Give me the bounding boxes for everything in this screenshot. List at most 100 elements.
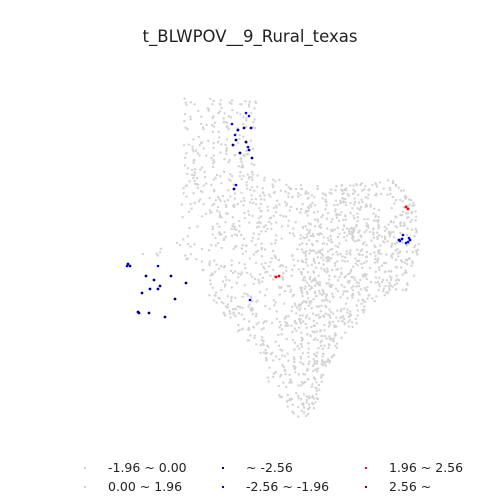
neutral-point bbox=[368, 188, 371, 191]
neutral-point bbox=[293, 358, 296, 361]
neutral-point bbox=[278, 326, 281, 329]
neutral-point bbox=[211, 130, 214, 133]
neutral-point bbox=[205, 154, 208, 157]
neutral-point bbox=[242, 237, 246, 240]
neutral-point bbox=[320, 215, 323, 219]
neutral-point bbox=[186, 235, 189, 238]
neutral-point bbox=[279, 373, 283, 377]
neutral-point bbox=[231, 109, 234, 112]
neutral-point bbox=[322, 192, 325, 195]
neutral-point bbox=[283, 289, 287, 293]
neutral-point bbox=[311, 330, 314, 333]
neutral-point bbox=[343, 321, 347, 325]
neutral-point bbox=[386, 193, 389, 197]
neutral-point bbox=[350, 268, 353, 271]
neutral-point bbox=[340, 211, 343, 214]
neutral-point bbox=[299, 286, 302, 289]
cold-point bbox=[244, 111, 248, 115]
neutral-point bbox=[315, 392, 318, 396]
neutral-point bbox=[379, 244, 382, 247]
hot-spot-point bbox=[404, 205, 408, 209]
neutral-point bbox=[189, 118, 192, 121]
neutral-point bbox=[223, 200, 226, 203]
neutral-point bbox=[305, 235, 309, 239]
neutral-point bbox=[252, 326, 255, 329]
neutral-point bbox=[312, 297, 315, 301]
neutral-point bbox=[312, 407, 316, 410]
neutral-point bbox=[377, 288, 380, 292]
neutral-point bbox=[329, 338, 332, 341]
neutral-point bbox=[244, 244, 248, 247]
neutral-point bbox=[307, 210, 310, 213]
neutral-point bbox=[237, 230, 241, 233]
neutral-point bbox=[348, 272, 351, 275]
neutral-point bbox=[155, 252, 158, 255]
neutral-point bbox=[200, 122, 203, 126]
neutral-point bbox=[329, 234, 332, 238]
neutral-point bbox=[355, 183, 358, 186]
neutral-point bbox=[246, 173, 249, 176]
neutral-point bbox=[287, 224, 290, 227]
neutral-point bbox=[231, 308, 235, 311]
neutral-point bbox=[236, 141, 240, 144]
neutral-point bbox=[188, 180, 191, 183]
neutral-point bbox=[256, 185, 259, 188]
neutral-point bbox=[248, 105, 251, 108]
neutral-point bbox=[324, 364, 327, 367]
neutral-point bbox=[384, 261, 388, 265]
neutral-point bbox=[321, 288, 324, 292]
neutral-point bbox=[337, 213, 340, 216]
neutral-point bbox=[357, 299, 360, 302]
neutral-point bbox=[306, 369, 309, 372]
neutral-point bbox=[220, 182, 223, 185]
neutral-point bbox=[187, 143, 190, 146]
neutral-point bbox=[417, 242, 420, 246]
neutral-point bbox=[361, 309, 364, 312]
neutral-point bbox=[312, 249, 315, 252]
neutral-point bbox=[255, 226, 259, 229]
neutral-point bbox=[310, 300, 313, 303]
neutral-point bbox=[308, 317, 311, 320]
neutral-point bbox=[208, 209, 212, 212]
neutral-point bbox=[192, 161, 195, 165]
neutral-point bbox=[292, 356, 296, 359]
neutral-point bbox=[344, 302, 348, 305]
neutral-point bbox=[388, 288, 391, 292]
neutral-point bbox=[301, 314, 304, 317]
neutral-point bbox=[260, 255, 264, 258]
neutral-point bbox=[254, 100, 257, 103]
neutral-point bbox=[354, 225, 358, 228]
neutral-point bbox=[266, 209, 270, 212]
neutral-point bbox=[263, 194, 266, 197]
neutral-point bbox=[365, 250, 369, 254]
neutral-point bbox=[352, 265, 355, 268]
neutral-point bbox=[208, 260, 212, 263]
neutral-point bbox=[275, 310, 278, 313]
neutral-point bbox=[286, 352, 289, 355]
neutral-point bbox=[268, 307, 271, 311]
neutral-point bbox=[302, 320, 305, 323]
neutral-point bbox=[352, 184, 355, 187]
neutral-point bbox=[397, 186, 400, 189]
neutral-point bbox=[374, 281, 377, 284]
neutral-point bbox=[304, 254, 307, 257]
neutral-point bbox=[316, 370, 319, 373]
neutral-point bbox=[299, 318, 302, 321]
neutral-point bbox=[244, 267, 247, 270]
neutral-point bbox=[371, 297, 374, 300]
legend-marker bbox=[84, 466, 86, 469]
neutral-point bbox=[303, 406, 306, 409]
neutral-point bbox=[360, 189, 364, 192]
hot-spot-points-layer bbox=[274, 205, 410, 279]
neutral-point bbox=[241, 123, 245, 126]
neutral-point bbox=[248, 175, 251, 179]
neutral-point bbox=[318, 388, 321, 391]
neutral-point bbox=[242, 135, 245, 138]
neutral-point bbox=[323, 269, 326, 272]
neutral-point bbox=[312, 376, 316, 379]
neutral-point bbox=[286, 405, 289, 408]
neutral-point bbox=[395, 274, 398, 278]
neutral-point bbox=[373, 251, 376, 254]
neutral-point bbox=[212, 99, 215, 103]
neutral-point bbox=[399, 232, 402, 235]
